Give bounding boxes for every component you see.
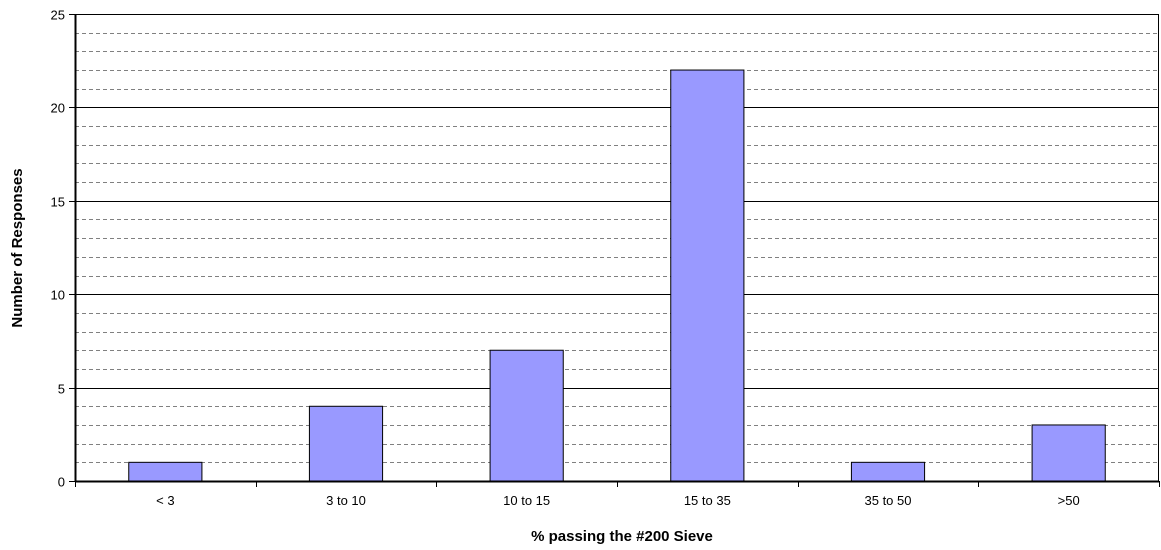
axes [69, 14, 1160, 487]
y-tick-label: 20 [51, 101, 65, 116]
x-tick-label: >50 [1058, 493, 1080, 508]
bar [670, 69, 745, 482]
y-tick-label: 5 [58, 382, 65, 397]
x-tick-label: 15 to 35 [684, 493, 731, 508]
y-tick-label: 10 [51, 288, 65, 303]
y-tick-label: 15 [51, 195, 65, 210]
bar [850, 461, 926, 482]
x-tick-label: < 3 [156, 493, 174, 508]
x-tick-label: 10 to 15 [503, 493, 550, 508]
bar [1031, 424, 1106, 482]
x-tick-labels: < 3 3 to 10 10 to 15 15 to 35 35 to 50 >50 [156, 493, 1080, 508]
y-tick-label: 0 [58, 475, 65, 490]
bar [128, 461, 203, 482]
bar [489, 349, 564, 482]
minor-gridlines [75, 33, 1159, 463]
bar [308, 405, 384, 482]
x-axis-title: % passing the #200 Sieve [531, 528, 713, 545]
y-tick-label: 25 [51, 8, 65, 23]
y-axis-title: Number of Responses [9, 168, 26, 327]
y-tick-labels: 0 5 10 15 20 25 [51, 8, 65, 490]
x-tick-label: 3 to 10 [326, 493, 366, 508]
bars [128, 69, 1106, 482]
x-tick-label: 35 to 50 [865, 493, 912, 508]
